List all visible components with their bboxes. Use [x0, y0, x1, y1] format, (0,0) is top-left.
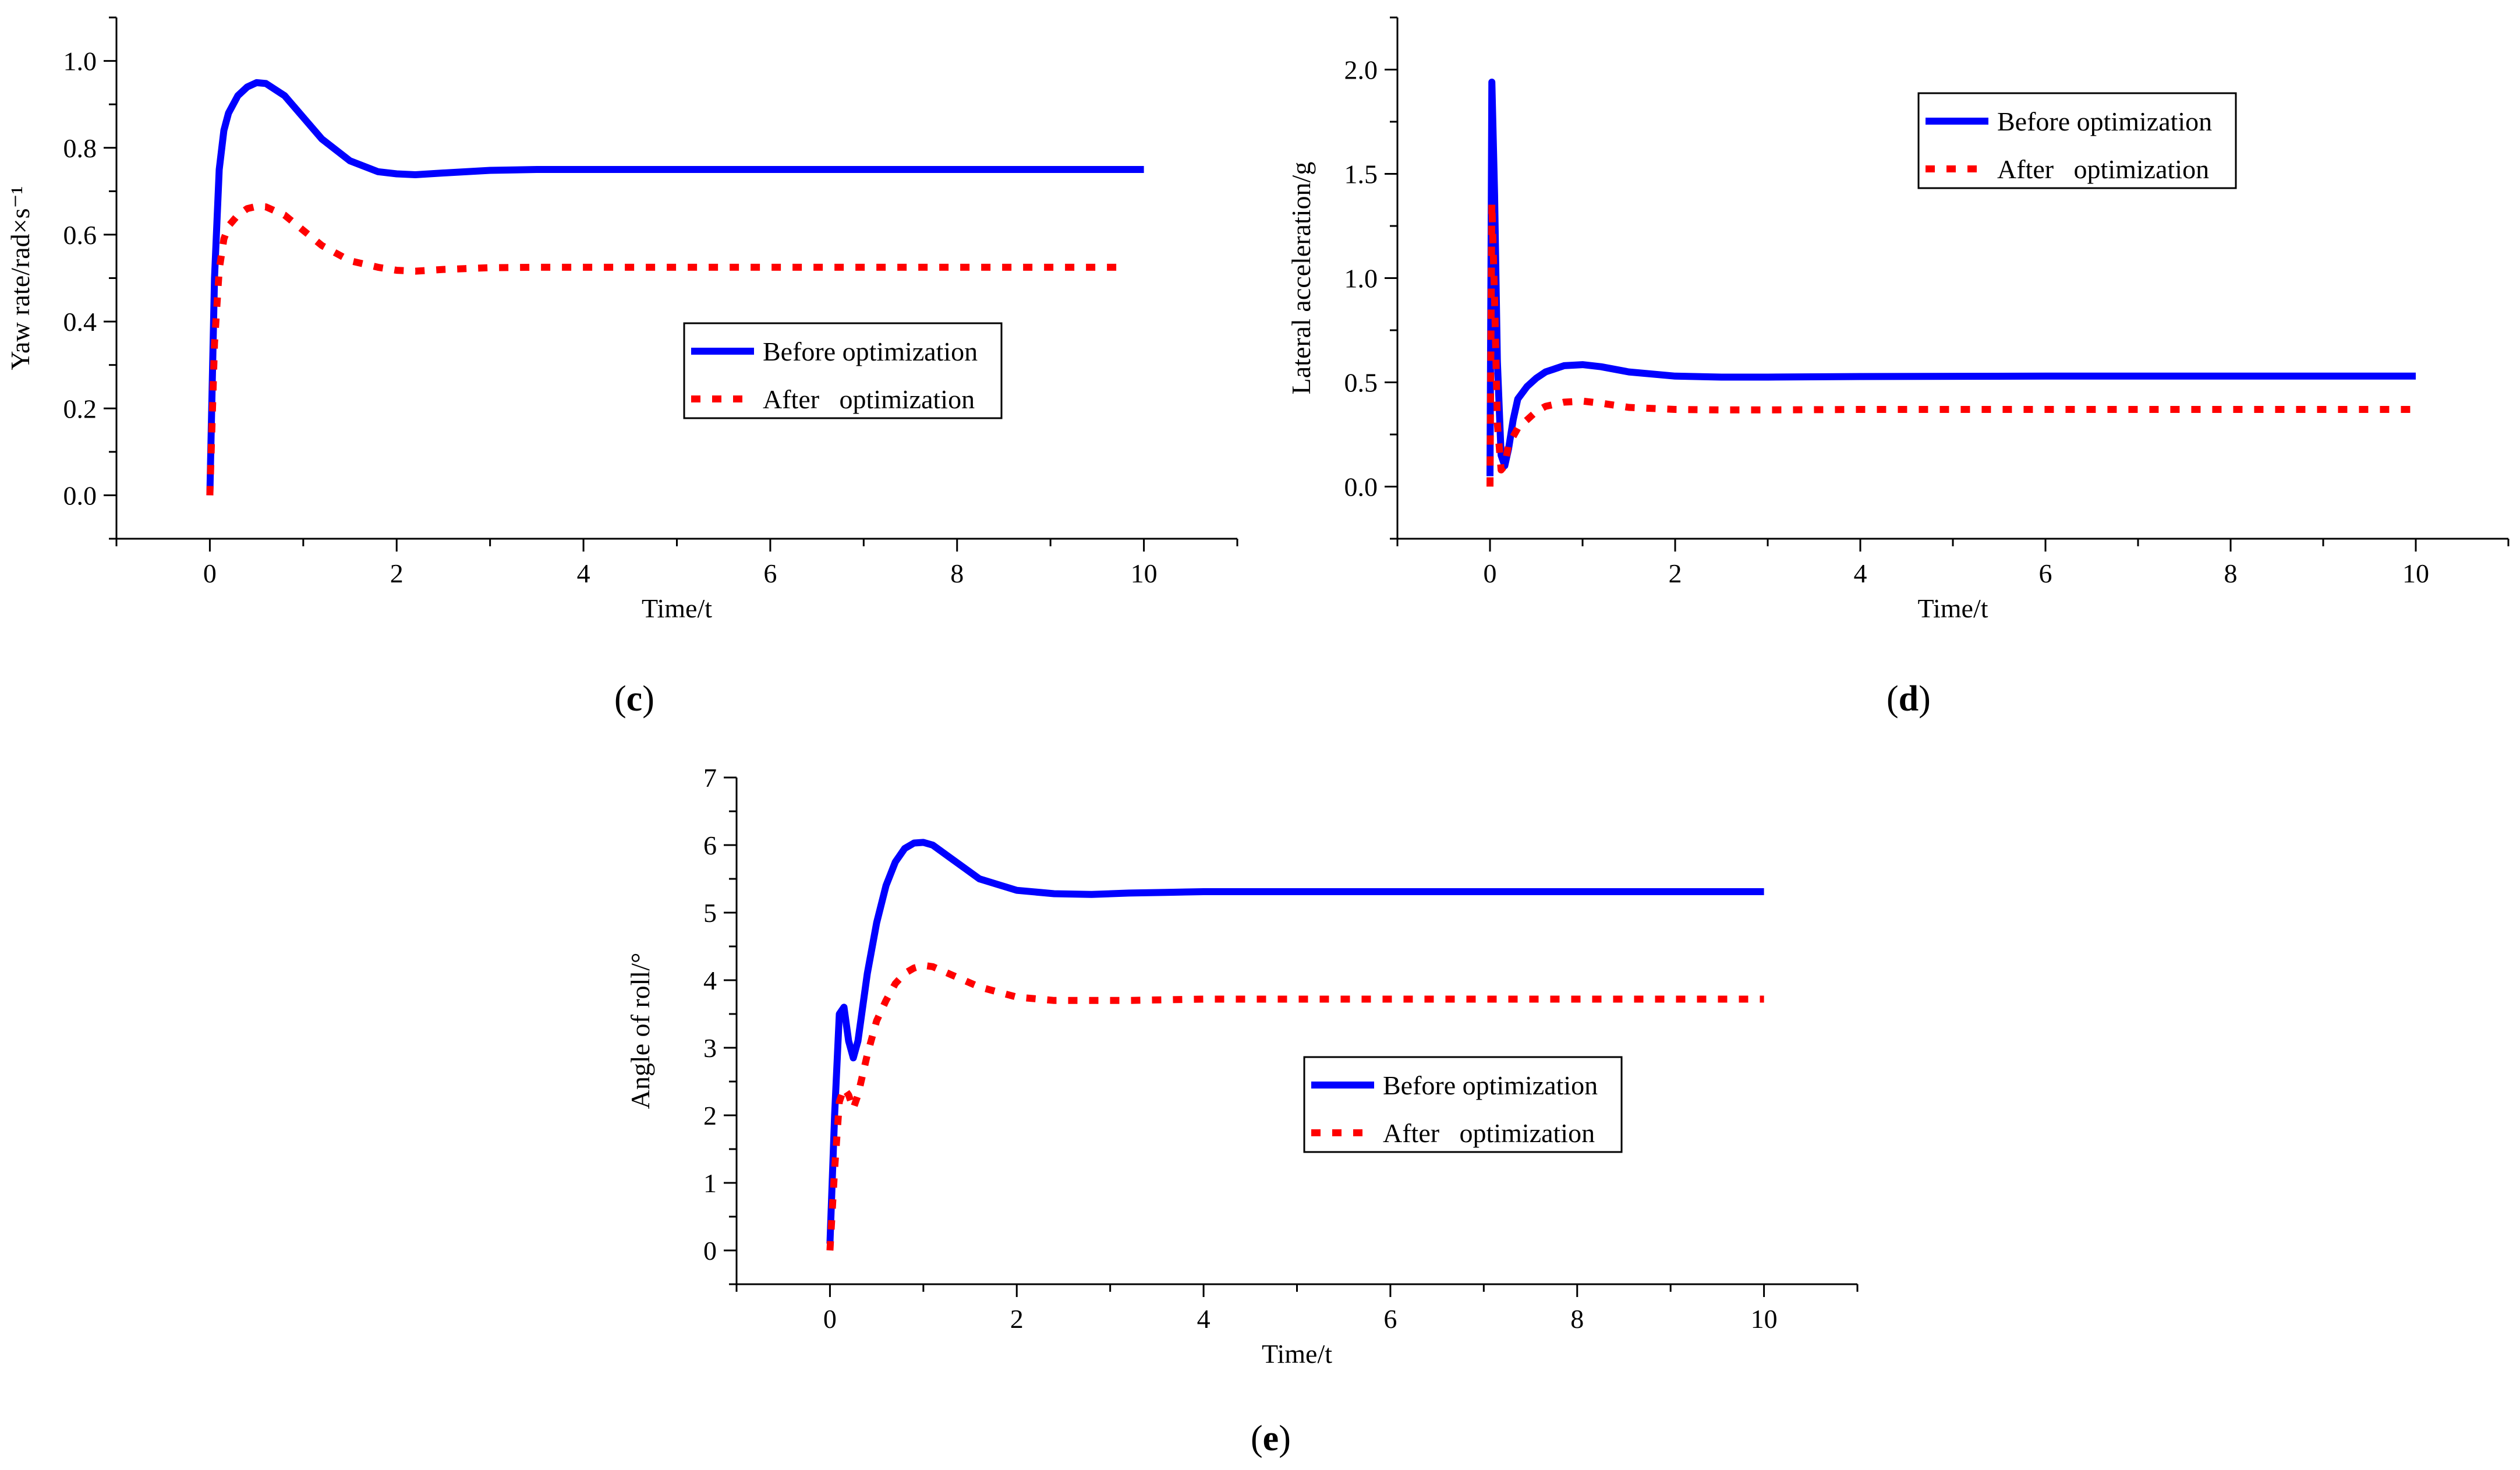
legend-entry: Before optimization [763, 337, 978, 366]
series-after-line [1486, 199, 2416, 487]
legend: Before optimization After optimization [683, 322, 1003, 419]
legend-entry: Before optimization [1383, 1070, 1598, 1100]
panel-label: (e) [1251, 1419, 1291, 1458]
y-tick-label: 2.0 [1344, 55, 1378, 85]
chart-panel-c: 0 2 4 6 8 10 0.0 0.2 0.4 0.6 0.8 1.0 Time/t Yaw rate/… [5, 16, 1238, 719]
x-tick-label: 0 [1484, 559, 1497, 588]
x-tick-label: 10 [1751, 1304, 1778, 1334]
y-tick-label: 1.5 [1344, 160, 1378, 189]
y-tick-label: 0.8 [63, 133, 97, 163]
legend: Before optimization After optimization [1917, 92, 2237, 189]
y-axis-title: Lateral acceleration/g [1286, 162, 1316, 395]
y-tick-label: 0.0 [1344, 472, 1378, 502]
x-axis-title: Time/t [642, 593, 712, 623]
y-tick-label: 0.4 [63, 307, 97, 337]
x-tick-label: 8 [2224, 559, 2238, 588]
legend-entry: After optimization [763, 384, 975, 414]
chart-panel-d: 0 2 4 6 8 10 0.0 0.5 1.0 1.5 2.0 Time/t Lateral acce… [1286, 16, 2510, 719]
series-before-line [206, 79, 1144, 496]
y-tick-label: 7 [703, 763, 717, 793]
y-tick-label: 5 [703, 898, 717, 928]
panel-label-open-paren: ( [1251, 1419, 1263, 1458]
y-tick-label: 1 [703, 1168, 717, 1198]
x-tick-label: 2 [1010, 1304, 1024, 1334]
x-tick-label: 0 [823, 1304, 837, 1334]
x-tick-label: 10 [1131, 559, 1158, 588]
x-tick-label: 6 [2039, 559, 2052, 588]
x-tick-label: 4 [1854, 559, 1867, 588]
legend: Before optimization After optimization [1303, 1056, 1623, 1153]
x-tick-label: 8 [950, 559, 964, 588]
y-tick-label: 0.0 [63, 480, 97, 510]
panel-label: (d) [1887, 679, 1931, 719]
chart-panel-e: 0 2 4 6 8 10 0 1 2 3 4 5 6 7 Time/t Angle of roll/° Befo… [625, 763, 1859, 1458]
series-before-line [826, 839, 1764, 1244]
y-axis-title: Yaw rate/rad×s⁻¹ [5, 186, 35, 370]
panel-label-open-paren: ( [614, 679, 627, 719]
panel-label-close-paren: ) [1279, 1419, 1291, 1458]
y-tick-label: 3 [703, 1033, 717, 1063]
legend-entry: After optimization [1997, 154, 2209, 184]
x-tick-label: 10 [2402, 559, 2429, 588]
x-axis-title: Time/t [1262, 1339, 1332, 1369]
y-tick-label: 1.0 [63, 47, 97, 76]
panel-label-close-paren: ) [1919, 679, 1931, 719]
y-tick-label: 1.0 [1344, 264, 1378, 294]
panel-label-letter: e [1263, 1419, 1279, 1458]
panel-label-close-paren: ) [642, 679, 654, 719]
y-axis-title: Angle of roll/° [625, 953, 655, 1109]
series-after-line [206, 203, 1125, 496]
x-tick-label: 2 [390, 559, 404, 588]
panel-label-open-paren: ( [1887, 679, 1899, 719]
legend-entry: After optimization [1383, 1118, 1595, 1148]
panel-label-letter: c [627, 679, 643, 719]
x-tick-label: 0 [203, 559, 217, 588]
legend-entry: Before optimization [1997, 107, 2212, 136]
y-tick-label: 2 [703, 1101, 717, 1130]
x-axis-title: Time/t [1917, 593, 1988, 623]
y-tick-label: 0.5 [1344, 368, 1378, 398]
x-tick-label: 4 [1197, 1304, 1211, 1334]
panel-label-letter: d [1899, 679, 1919, 719]
y-tick-label: 4 [703, 966, 717, 995]
panel-label: (c) [614, 679, 654, 719]
y-tick-label: 0.6 [63, 220, 97, 250]
y-tick-label: 6 [703, 831, 717, 860]
x-tick-label: 6 [763, 559, 777, 588]
y-tick-label: 0 [703, 1236, 717, 1266]
x-tick-label: 2 [1669, 559, 1682, 588]
y-tick-label: 0.2 [63, 394, 97, 423]
x-tick-label: 8 [1570, 1304, 1584, 1334]
series-after-line [826, 962, 1764, 1251]
x-tick-label: 6 [1383, 1304, 1397, 1334]
x-tick-label: 4 [577, 559, 590, 588]
